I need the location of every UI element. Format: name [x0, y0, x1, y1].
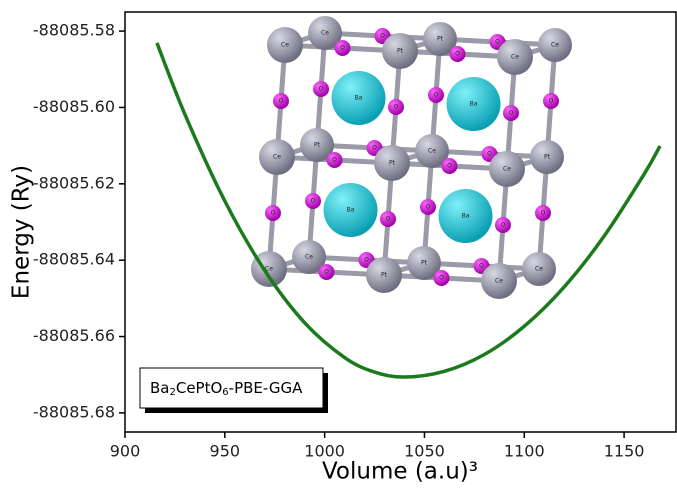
atom-label: O	[340, 45, 345, 52]
atom-label: O	[394, 104, 399, 111]
atom-label: Pt	[544, 154, 551, 161]
atom-label: Ba	[470, 101, 478, 108]
y-tick-label: -88085.68	[33, 402, 115, 421]
atom-label: O	[447, 163, 452, 170]
crystal-structure: Ce Pt Ce Pt Ce Pt Ce Pt Ce O O O O O O O O O O O O O O O O O O O O O O…	[251, 16, 572, 299]
y-axis-label: Energy (Ry)	[9, 165, 35, 299]
atom-label: O	[434, 92, 439, 99]
atom-label: Pt	[421, 260, 428, 267]
atom-label: Ce	[495, 278, 503, 285]
atom-label: O	[501, 222, 506, 229]
atom-label: Pt	[314, 142, 321, 149]
atom-label: Ce	[551, 42, 559, 49]
atom-label: O	[380, 33, 385, 40]
y-tick-label: -88085.60	[33, 97, 115, 116]
atom-label: O	[479, 263, 484, 270]
atom-label: Ce	[503, 166, 511, 173]
atom-label: Ce	[281, 42, 289, 49]
atom-label: O	[549, 98, 554, 105]
atom-label: O	[311, 198, 316, 205]
atom-label: O	[279, 98, 284, 105]
x-axis-label: Volume (a.u)³	[322, 459, 478, 485]
y-tick-label: -88085.64	[33, 250, 115, 269]
x-tick-label: 1100	[504, 442, 545, 461]
atom-label: O	[509, 110, 514, 117]
atom-label: O	[455, 51, 460, 58]
atom-label: Pt	[381, 272, 388, 279]
atom-label: Pt	[437, 36, 444, 43]
atom-label: Ce	[305, 254, 313, 261]
atom-label: O	[364, 257, 369, 264]
atom-label: O	[372, 145, 377, 152]
atom-label: O	[541, 210, 546, 217]
atom-label: O	[495, 39, 500, 46]
x-tick-label: 900	[110, 442, 141, 461]
atom-label: Ce	[511, 54, 519, 61]
chart: Ce Pt Ce Pt Ce Pt Ce Pt Ce O O O O O O O O O O O O O O O O O O O O O O…	[0, 0, 677, 488]
atom-label: O	[332, 157, 337, 164]
energy-curve	[157, 43, 660, 377]
atom-label: O	[324, 269, 329, 276]
atom-label: Ce	[428, 148, 436, 155]
atom-label: Ba	[355, 95, 363, 102]
atom-label: Pt	[397, 48, 404, 55]
atom-label: O	[426, 204, 431, 211]
atom-label: Pt	[389, 160, 396, 167]
x-tick-label: 950	[210, 442, 241, 461]
atom-label: Ba	[347, 207, 355, 214]
atom-label: Ba	[462, 213, 470, 220]
y-tick-label: -88085.66	[33, 326, 115, 345]
atom-label: Ce	[535, 266, 543, 273]
x-tick-label: 1150	[604, 442, 645, 461]
atom-label: Ce	[273, 154, 281, 161]
atom-label: O	[386, 216, 391, 223]
y-tick-label: -88085.58	[33, 21, 115, 40]
atom-label: O	[487, 151, 492, 158]
atom-label: Ce	[321, 30, 329, 37]
atom-label: O	[271, 210, 276, 217]
atom-label: O	[439, 275, 444, 282]
atom-label: O	[319, 86, 324, 93]
y-tick-label: -88085.62	[33, 173, 115, 192]
